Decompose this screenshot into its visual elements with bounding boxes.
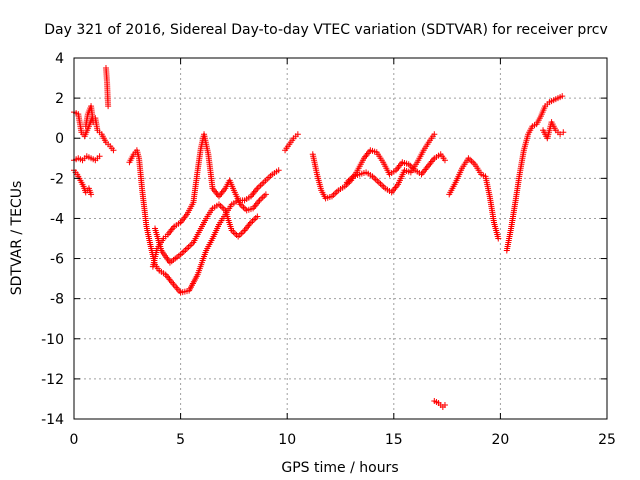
data-point [332, 190, 339, 197]
data-point [441, 401, 448, 408]
y-tick-label: 4 [55, 51, 64, 67]
data-point [252, 214, 259, 221]
y-tick-label: -2 [50, 171, 64, 187]
data-point [183, 245, 190, 252]
plot-frame [73, 57, 608, 420]
data-point [251, 216, 258, 223]
data-point [294, 131, 301, 138]
data-point [495, 235, 502, 242]
x-tick-label: 15 [385, 432, 403, 448]
y-tick-label: -10 [41, 332, 64, 348]
data-point [259, 180, 266, 187]
data-point [242, 205, 249, 212]
data-point [262, 191, 269, 198]
data-point [235, 233, 242, 240]
data-point [238, 230, 245, 237]
data-points-layer [71, 65, 567, 410]
data-point [255, 183, 262, 190]
data-point [217, 202, 224, 209]
data-point [257, 182, 264, 189]
data-point [236, 231, 243, 238]
y-tick-label: 2 [55, 91, 64, 107]
data-point [380, 183, 387, 190]
data-point [468, 158, 475, 165]
grid-layer [74, 58, 607, 419]
data-point [261, 192, 268, 199]
data-point [470, 159, 477, 166]
data-point [219, 204, 226, 211]
data-point [239, 228, 246, 235]
data-point [333, 188, 340, 195]
data-point [259, 194, 266, 201]
chart-title: Day 321 of 2016, Sidereal Day-to-day VTE… [44, 22, 608, 38]
data-point [182, 247, 189, 254]
data-point [379, 182, 386, 189]
x-tick-label: 0 [70, 432, 79, 448]
data-point [441, 157, 448, 164]
data-point [431, 131, 438, 138]
x-tick-label: 5 [176, 432, 185, 448]
x-axis-label: GPS time / hours [281, 460, 398, 476]
y-tick-label: -8 [50, 292, 64, 308]
data-point [110, 147, 117, 154]
data-point [557, 131, 564, 138]
x-tick-label: 10 [278, 432, 296, 448]
data-point [231, 230, 238, 237]
data-point [88, 191, 95, 198]
y-tick-label: -12 [41, 372, 64, 388]
y-axis-label: SDTVAR / TECUs [9, 181, 25, 296]
data-point [240, 204, 247, 211]
y-tick-label: 0 [55, 131, 64, 147]
data-point [258, 195, 265, 202]
x-tick-label: 25 [598, 432, 616, 448]
axis-ticks-layer: 0 5 10 15 20 25 -14 -12 -10 -8 -6 -4 -2 0 2 4 [41, 51, 616, 448]
data-point [377, 180, 384, 187]
data-point [375, 179, 382, 186]
y-tick-label: -14 [41, 412, 64, 428]
data-point [187, 242, 194, 249]
data-point [371, 174, 378, 181]
data-point [105, 103, 112, 110]
y-tick-label: -4 [50, 211, 64, 227]
data-point [90, 119, 97, 126]
data-point [185, 244, 192, 251]
y-tick-label: -6 [50, 252, 64, 268]
x-tick-label: 20 [491, 432, 509, 448]
data-point [559, 93, 566, 100]
data-point [180, 248, 187, 255]
data-point [179, 250, 186, 257]
data-point [560, 129, 567, 136]
data-point [96, 153, 103, 160]
data-point [188, 241, 195, 248]
data-point [254, 213, 261, 220]
data-point [372, 176, 379, 183]
data-point [275, 167, 282, 174]
